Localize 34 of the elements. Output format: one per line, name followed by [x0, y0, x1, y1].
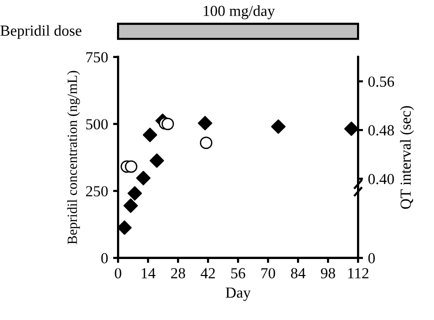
point: [118, 220, 132, 235]
point: [150, 153, 164, 168]
point: [162, 118, 174, 130]
point: [128, 186, 142, 201]
point: [136, 170, 151, 186]
y-tick-label: 0: [101, 253, 108, 264]
x-axis-title: Day: [226, 288, 251, 301]
y-axis-title: Bepridil concentration (ng/mL): [67, 70, 80, 244]
point: [344, 122, 358, 136]
x-tick-label: 0: [114, 268, 122, 278]
y2-tick-label: 0.48: [368, 125, 394, 136]
x-tick-label: 14: [142, 268, 156, 278]
y2-axis-title: QT interval (sec): [400, 106, 414, 209]
point: [198, 116, 212, 130]
text: 100 mg/day: [204, 5, 275, 20]
y2-tick-label: 0.56: [368, 76, 394, 87]
y-tick-label: 250: [86, 186, 108, 196]
x-tick-label: 98: [320, 268, 336, 278]
y2-tick-label: 0.40: [368, 174, 394, 184]
x-tick-label: 70: [261, 268, 276, 278]
x-tick-label: 112: [348, 268, 368, 278]
y-tick-label: 750: [86, 52, 108, 62]
y2-tick-label: 0: [368, 253, 375, 264]
x-tick-label: 28: [171, 268, 186, 278]
x-tick-label: 42: [200, 268, 215, 278]
x-tick-label: 84: [290, 268, 306, 278]
point: [200, 136, 212, 150]
point: [271, 119, 286, 134]
text: Bepridil dose: [0, 25, 82, 39]
x-tick-label: 56: [231, 268, 246, 278]
point: [124, 160, 138, 173]
y-tick-label: 500: [86, 119, 108, 130]
point: [123, 198, 138, 213]
point: [142, 128, 158, 142]
